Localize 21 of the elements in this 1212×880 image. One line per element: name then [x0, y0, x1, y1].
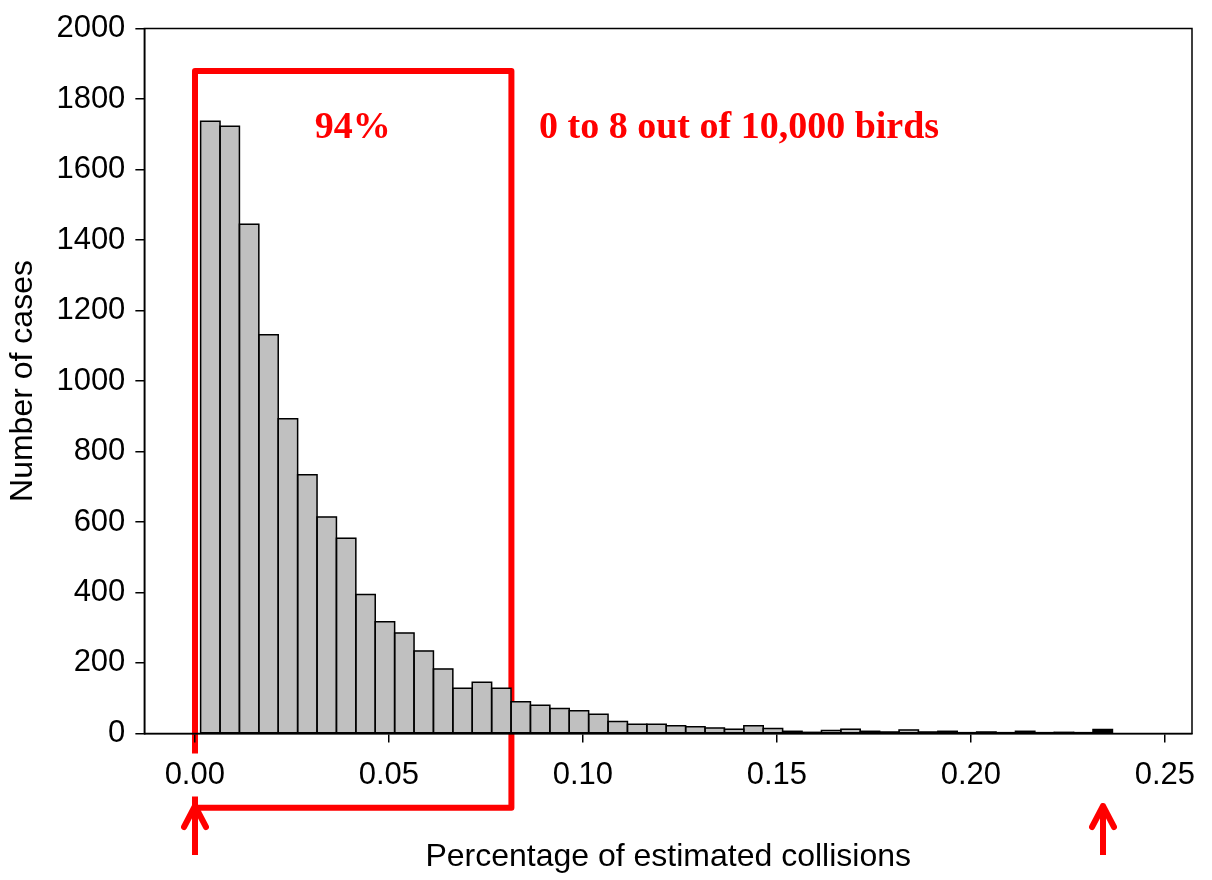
x-tick-label: 0.20 [940, 755, 1001, 791]
y-tick-label: 1200 [56, 291, 126, 327]
y-tick-label: 0 [108, 713, 126, 749]
y-tick-label: 1000 [56, 361, 126, 397]
x-axis-title: Percentage of estimated collisions [425, 836, 911, 873]
y-tick-label: 2000 [56, 9, 126, 45]
y-tick-label: 600 [73, 502, 126, 538]
x-tick-label: 0.25 [1134, 755, 1196, 791]
annotation: 0 to 8 out of 10,000 birds [539, 104, 940, 147]
y-tick-label: 200 [73, 643, 126, 679]
x-tick-label: 0.10 [552, 755, 613, 791]
y-tick-label: 800 [73, 432, 126, 468]
y-axis-title: Number of cases [3, 260, 40, 502]
annotation: 94% [314, 104, 391, 147]
y-tick-label: 1400 [56, 220, 126, 256]
x-tick-label: 0.00 [164, 755, 225, 791]
y-tick-label: 400 [73, 572, 126, 608]
x-tick-label: 0.05 [358, 755, 419, 791]
x-tick-label: 0.15 [746, 755, 807, 791]
y-tick-label: 1800 [56, 79, 126, 115]
y-tick-label: 1600 [56, 150, 126, 186]
